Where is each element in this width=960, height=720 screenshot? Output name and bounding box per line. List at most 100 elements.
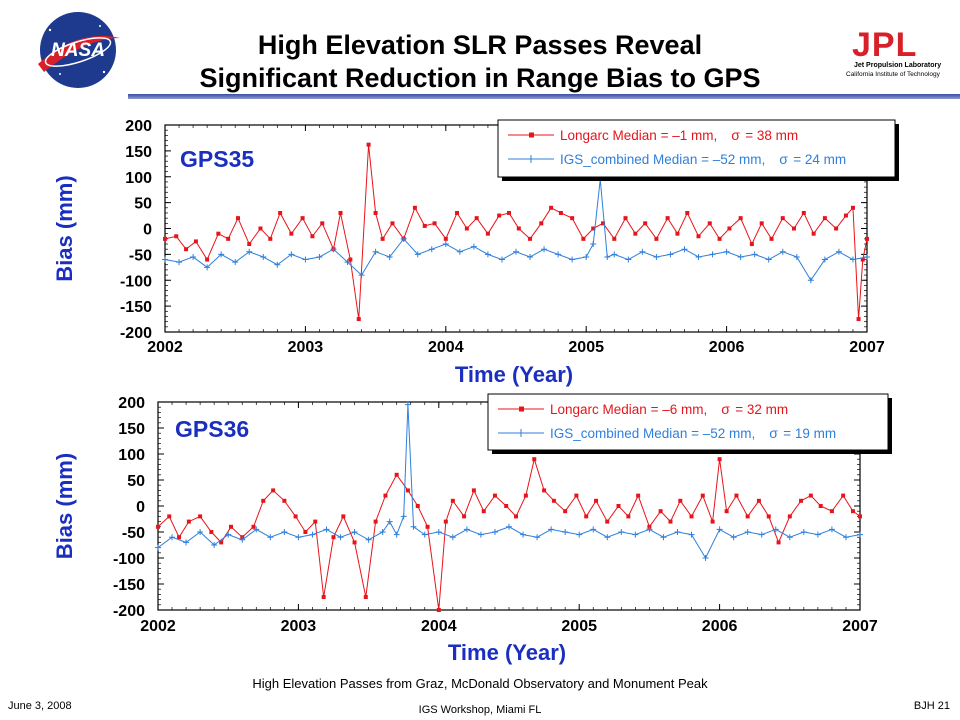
data-point: [260, 253, 267, 260]
data-point: [674, 529, 681, 535]
data-point: [702, 555, 709, 561]
data-point: [821, 256, 828, 263]
data-point: [799, 498, 804, 503]
data-point: [555, 251, 562, 258]
panel-label: GPS35: [180, 146, 254, 172]
data-point: [462, 514, 467, 519]
data-point: [520, 531, 527, 538]
data-point: [562, 529, 569, 535]
data-point: [303, 530, 308, 534]
sigma-symbol: σ: [779, 151, 788, 167]
x-tick-label: 2004: [421, 618, 457, 635]
x-axis-label: Time (Year): [448, 640, 566, 665]
data-point: [695, 253, 702, 260]
data-point: [268, 236, 273, 241]
data-point: [668, 519, 673, 524]
data-point: [570, 216, 575, 221]
data-point: [330, 246, 337, 253]
data-point: [759, 221, 764, 226]
series-line: [157, 457, 861, 611]
data-point: [675, 231, 680, 236]
y-tick-label: -100: [113, 551, 145, 568]
data-point: [163, 236, 167, 241]
y-tick-label: -50: [129, 247, 152, 264]
jpl-logo-text: JPL: [852, 26, 918, 64]
y-tick-label: -150: [113, 577, 145, 594]
data-point: [709, 251, 716, 258]
footer-event: IGS Workshop, Miami FL: [418, 704, 542, 716]
data-point: [236, 216, 241, 221]
legend-sigma-text: = 24 mm: [793, 152, 846, 167]
x-tick-label: 2007: [842, 618, 878, 635]
data-point: [563, 509, 568, 514]
data-point: [412, 205, 417, 210]
data-point: [155, 544, 161, 551]
data-point: [373, 210, 378, 215]
x-axis-label: Time (Year): [455, 362, 573, 387]
data-point: [176, 259, 183, 266]
jpl-logo: JPL Jet Propulsion Laboratory California…: [846, 26, 954, 82]
legend-entry-text: IGS_combined Median = –52 mm,: [550, 426, 755, 441]
data-point: [323, 526, 330, 533]
data-point: [410, 523, 417, 530]
data-point: [209, 530, 214, 534]
data-point: [414, 251, 421, 258]
data-point: [590, 526, 597, 533]
data-point: [506, 523, 512, 530]
data-point: [321, 595, 326, 599]
data-point: [373, 519, 378, 524]
data-point: [660, 534, 667, 541]
data-point: [646, 526, 653, 533]
sigma-symbol: σ: [721, 401, 730, 417]
data-point: [527, 253, 534, 260]
data-point: [183, 539, 190, 546]
data-point: [737, 253, 744, 260]
data-point: [744, 529, 751, 535]
data-point: [484, 251, 491, 258]
data-point: [186, 519, 191, 524]
data-point: [289, 231, 294, 236]
series-igs-combined: [155, 401, 863, 561]
data-point: [604, 534, 611, 541]
data-point: [338, 210, 343, 215]
data-point: [591, 226, 596, 231]
data-point: [542, 488, 547, 493]
data-point: [341, 514, 346, 519]
data-point: [492, 493, 497, 498]
data-point: [372, 248, 379, 255]
data-point: [558, 210, 563, 215]
data-point: [604, 253, 611, 260]
page-title-line-1: High Elevation SLR Passes Reveal: [257, 30, 703, 60]
data-point: [623, 216, 628, 221]
y-axis-label: Bias (mm): [52, 175, 77, 281]
legend-marker: [527, 155, 535, 163]
data-point: [428, 246, 435, 253]
data-point: [514, 514, 519, 519]
data-point: [497, 213, 502, 218]
legend-box: [487, 393, 889, 451]
data-point: [261, 498, 266, 503]
data-point: [232, 259, 239, 266]
data-point: [226, 236, 231, 241]
data-point: [415, 504, 420, 508]
data-point: [766, 514, 771, 519]
data-point: [541, 246, 548, 253]
data-point: [504, 504, 509, 508]
data-point: [471, 488, 476, 493]
data-point: [776, 540, 781, 545]
data-point: [463, 526, 470, 533]
data-point: [225, 531, 232, 538]
data-point: [258, 226, 263, 231]
x-tick-label: 2003: [288, 339, 324, 356]
y-tick-label: 100: [125, 170, 152, 187]
data-point: [386, 518, 393, 525]
data-point: [442, 241, 449, 248]
data-point: [653, 253, 660, 260]
data-point: [857, 531, 863, 538]
data-point: [316, 253, 323, 260]
series-longarc: [163, 142, 869, 322]
y-tick-label: 150: [125, 144, 152, 161]
data-point: [443, 519, 448, 524]
data-point: [685, 210, 690, 215]
